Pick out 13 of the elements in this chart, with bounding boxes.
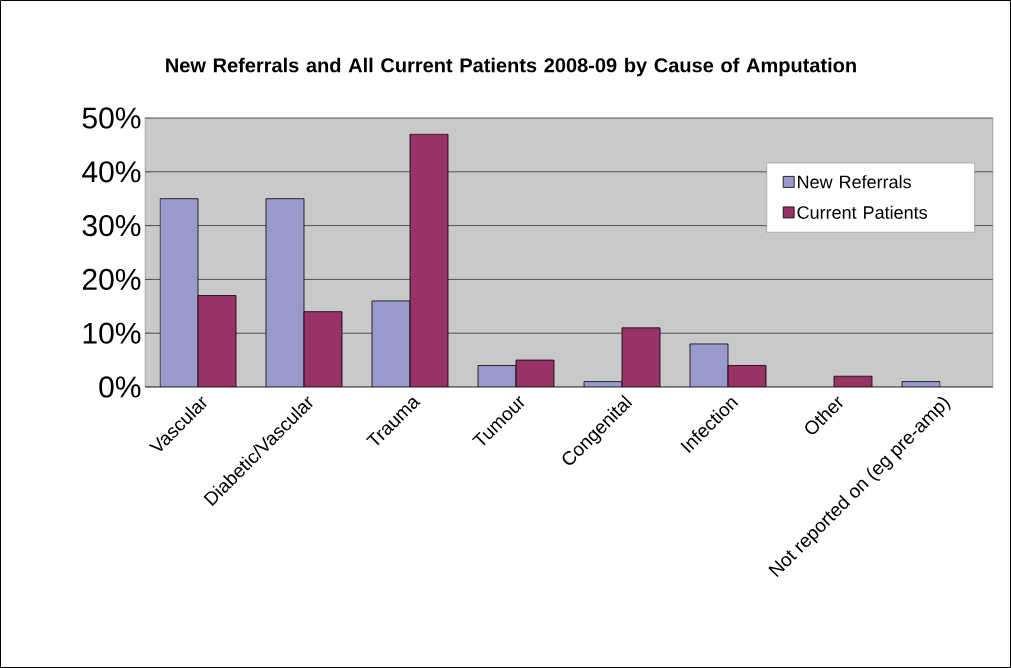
bar [621,327,661,387]
y-tick-label: 10% [83,322,141,344]
y-tick-label: 50% [82,107,141,129]
y-tick-label: 0% [99,376,141,398]
y-tick-label: 20% [82,268,141,291]
bar [303,311,343,387]
bar [409,133,449,387]
chart-title: New Referrals and All Current Patients 2008-09 by Cause of Amputation [166,57,856,77]
bar [197,295,237,387]
legend-label: Current Patients [797,205,927,219]
y-tick-label: 40% [82,161,141,183]
legend-label: New Referrals [798,175,911,189]
y-tick-label: 30% [82,214,141,237]
